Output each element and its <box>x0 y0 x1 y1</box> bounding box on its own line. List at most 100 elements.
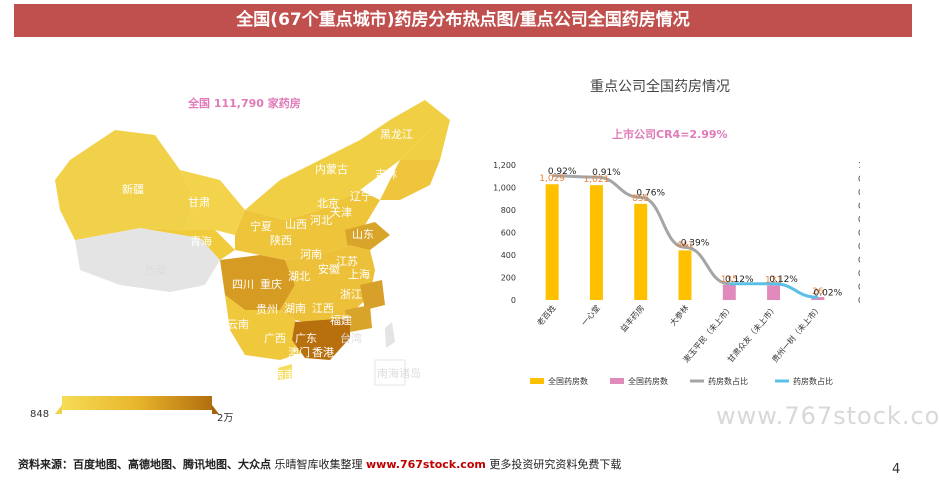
region-shape-sichuan <box>220 255 295 310</box>
label-anhui: 安徽 <box>318 262 340 276</box>
region-shape-guangdong <box>292 318 350 360</box>
y2-tick-label: 0.60% <box>858 215 860 224</box>
source-site-link[interactable]: www.767stock.com <box>366 458 486 471</box>
source-end: 更多投资研究资料免费下载 <box>485 458 622 471</box>
map-total-label: 全国 111,790 家药房 <box>188 97 301 110</box>
region-shape-xinjiang <box>55 130 195 240</box>
label-shaanxi: 陕西 <box>270 233 292 247</box>
china-heat-map: 黑龙江 吉林 辽宁 内蒙古 新疆 甘肃 北京 天津 河北 宁夏 山西 青海 陕西… <box>20 60 460 390</box>
y2-tick-label: 0.70% <box>858 202 860 211</box>
bar-2 <box>589 185 603 300</box>
label-nanhai: 南海诸岛 <box>377 366 421 380</box>
pct-label: 0.12% <box>725 275 754 285</box>
category-label: 漱玉平民（未上市） <box>681 303 735 365</box>
label-liaoning: 辽宁 <box>350 189 372 203</box>
legend-arrow-right <box>212 405 219 414</box>
label-xinjiang: 新疆 <box>122 182 144 196</box>
bar-1 <box>545 184 559 300</box>
legend-label: 药房数占比 <box>708 376 748 386</box>
bar-4 <box>678 250 692 300</box>
pct-label: 0.91% <box>592 168 621 178</box>
region-shape-taiwan <box>385 322 395 348</box>
label-chongqing: 重庆 <box>260 277 282 291</box>
source-label: 资料来源：百度地图、高德地图、腾讯地图、大众点 <box>18 458 271 471</box>
legend-arrow-left <box>55 405 62 414</box>
map-legend-gradient <box>62 396 212 410</box>
region-shape-shandong <box>345 222 390 250</box>
pct-label: 0.39% <box>681 238 710 248</box>
label-shanghai: 上海 <box>348 267 370 281</box>
y2-tick-label: 1.00% <box>858 161 860 170</box>
label-neimenggu: 内蒙古 <box>315 162 348 176</box>
y-tick-label: 0 <box>511 296 516 305</box>
region-shape-central <box>280 245 375 325</box>
region-shape-gansu <box>180 170 245 235</box>
source-note: 资料来源：百度地图、高德地图、腾讯地图、大众点 乐晴智库收集整理 www.767… <box>18 456 621 472</box>
label-hebei: 河北 <box>310 214 332 227</box>
y2-tick-label: 0.40% <box>858 242 860 251</box>
label-sichuan: 四川 <box>232 278 254 291</box>
y-tick-label: 400 <box>501 251 516 260</box>
label-tianjin: 天津 <box>330 206 352 219</box>
series-line-1 <box>552 174 730 286</box>
page-number: 4 <box>892 462 901 477</box>
pct-label: 0.92% <box>548 167 577 177</box>
y2-tick-label: 0.00% <box>858 296 860 305</box>
label-hunan: 湖南 <box>284 302 306 315</box>
legend-label: 药房数占比 <box>793 376 833 386</box>
label-ningxia: 宁夏 <box>250 219 272 233</box>
region-shape-nanhai <box>374 359 406 386</box>
label-zhejiang: 浙江 <box>340 288 362 301</box>
category-label: 一心堂 <box>579 303 602 328</box>
region-shape-heilongjiang <box>390 100 450 170</box>
value-label: 131 <box>765 275 782 285</box>
y2-tick-label: 0.80% <box>858 188 860 197</box>
watermark: www.767stock.com <box>716 402 939 430</box>
y2-tick-label: 0.10% <box>858 283 860 292</box>
region-shape-zhejiang <box>360 280 385 310</box>
value-label: 855 <box>632 194 649 204</box>
label-jiangsu: 江苏 <box>336 255 358 268</box>
map-svg: 黑龙江 吉林 辽宁 内蒙古 新疆 甘肃 北京 天津 河北 宁夏 山西 青海 陕西… <box>55 100 450 386</box>
bar-3 <box>634 203 648 300</box>
label-guangxi: 广西 <box>264 332 286 345</box>
label-shanxi: 山西 <box>285 218 307 231</box>
category-label: 甘肃众友（未上市） <box>725 303 779 365</box>
label-gansu: 甘肃 <box>188 196 210 209</box>
bar-6 <box>767 285 781 300</box>
value-label: 26 <box>812 287 824 297</box>
page-title: 全国(67个重点城市)药房分布热点图/重点公司全国药房情况 <box>14 4 912 37</box>
value-label: 135 <box>721 275 738 285</box>
category-label: 贵州一树（未上市） <box>769 303 823 365</box>
label-jilin: 吉林 <box>375 167 397 181</box>
value-label: 1,021 <box>584 175 610 185</box>
bar-7 <box>811 297 825 300</box>
y-tick-label: 600 <box>501 229 516 238</box>
y-tick-label: 1,200 <box>493 161 516 170</box>
y2-tick-label: 0.50% <box>858 229 860 238</box>
region-shape-fujian <box>345 305 372 332</box>
value-label: 441 <box>676 240 693 250</box>
y2-tick-label: 0.20% <box>858 269 860 278</box>
region-shape-jilin-liaoning <box>380 160 440 200</box>
region-shape-qinghai <box>140 228 235 260</box>
bar-5 <box>722 284 736 300</box>
region-shape-north <box>235 190 380 260</box>
legend-max-label: 2万 <box>217 413 234 424</box>
y-tick-label: 200 <box>501 274 516 283</box>
y-tick-label: 1,000 <box>493 184 516 193</box>
label-henan: 河南 <box>300 248 322 261</box>
pct-label: 0.02% <box>814 288 843 298</box>
category-label: 老百姓 <box>535 303 558 328</box>
region-shape-neimenggu <box>245 100 430 220</box>
region-shape-southwest <box>225 295 310 360</box>
label-xizang: 西藏 <box>145 264 167 277</box>
chart-subtitle: 上市公司CR4=2.99% <box>612 128 728 141</box>
legend-label: 全国药房数 <box>548 376 588 386</box>
series-line-2 <box>729 282 818 299</box>
label-beijing: 北京 <box>317 196 339 210</box>
label-hubei: 湖北 <box>288 270 310 283</box>
y2-tick-label: 0.30% <box>858 256 860 265</box>
label-jiangxi: 江西 <box>312 302 334 315</box>
legend-min-label: 848 <box>30 409 50 420</box>
